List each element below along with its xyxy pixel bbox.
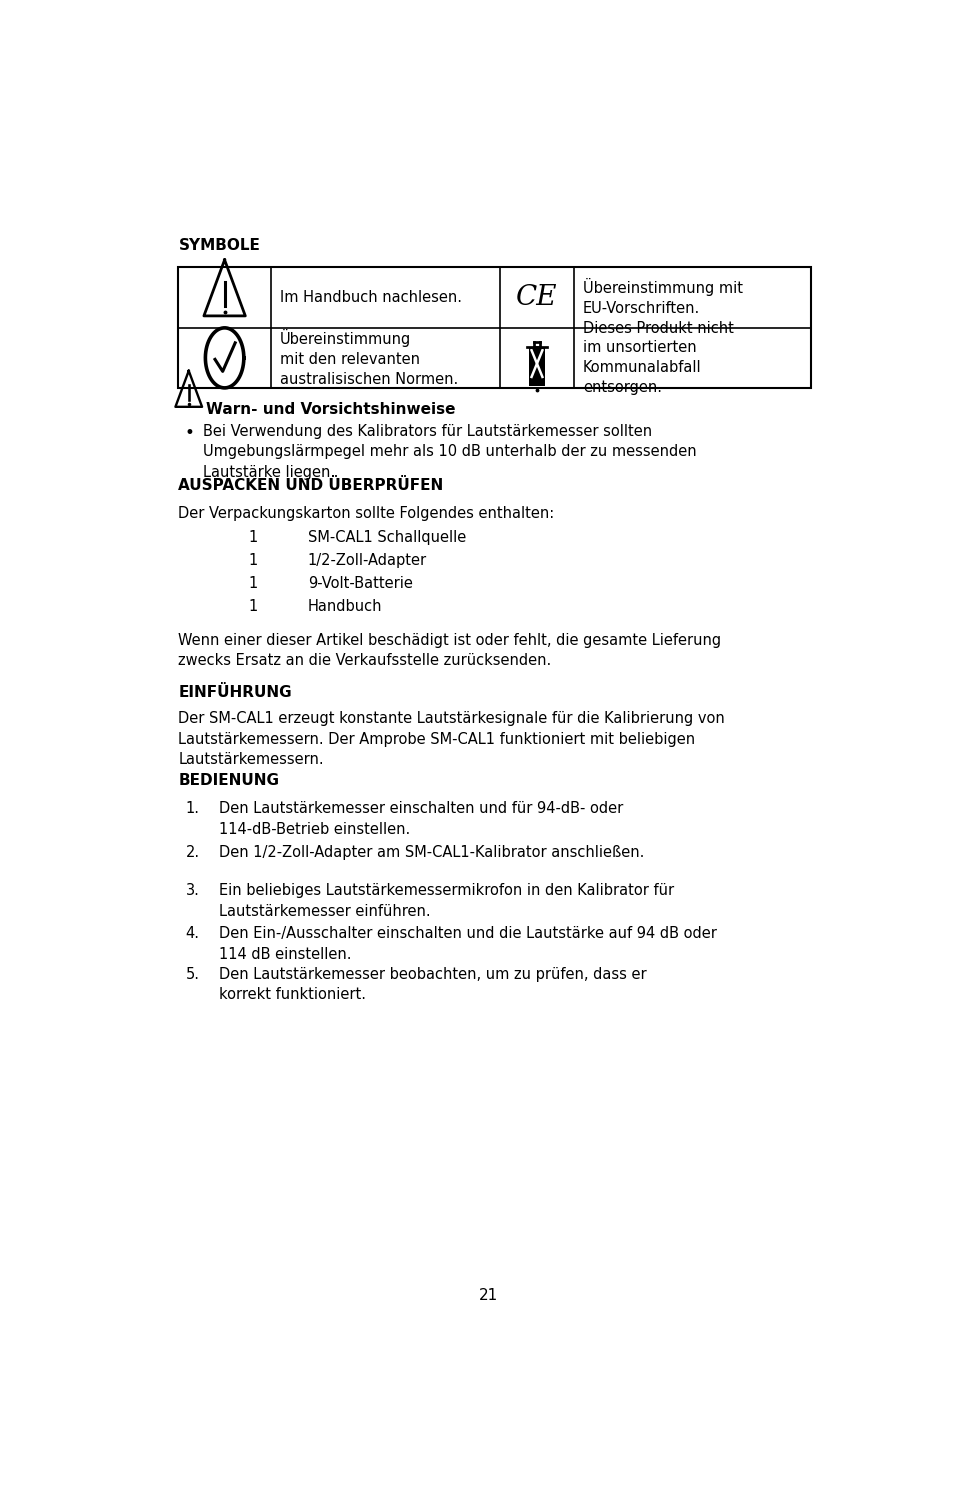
Text: 1: 1	[249, 600, 257, 615]
Text: EINFÜHRUNG: EINFÜHRUNG	[178, 684, 292, 699]
Text: 3.: 3.	[186, 884, 199, 898]
Text: Der Verpackungskarton sollte Folgendes enthalten:: Der Verpackungskarton sollte Folgendes e…	[178, 506, 554, 520]
Text: SYMBOLE: SYMBOLE	[178, 237, 260, 252]
Text: 1: 1	[249, 554, 257, 568]
Text: 1/2-Zoll-Adapter: 1/2-Zoll-Adapter	[308, 554, 426, 568]
Text: Den Lautstärkemesser einschalten und für 94-dB- oder
114-dB-Betrieb einstellen.: Den Lautstärkemesser einschalten und für…	[219, 801, 622, 837]
Text: Wenn einer dieser Artikel beschädigt ist oder fehlt, die gesamte Lieferung
zweck: Wenn einer dieser Artikel beschädigt ist…	[178, 633, 720, 668]
Text: •: •	[184, 423, 194, 441]
Text: 4.: 4.	[186, 926, 199, 940]
Text: SM-CAL1 Schallquelle: SM-CAL1 Schallquelle	[308, 530, 466, 544]
Text: CE: CE	[516, 284, 558, 310]
Text: 5.: 5.	[186, 966, 199, 981]
Text: Warn- und Vorsichtshinweise: Warn- und Vorsichtshinweise	[206, 402, 456, 417]
Text: 21: 21	[478, 1287, 498, 1302]
Text: Dieses Produkt nicht
im unsortierten
Kommunalabfall
entsorgen.: Dieses Produkt nicht im unsortierten Kom…	[582, 321, 733, 394]
Text: 1: 1	[249, 530, 257, 544]
Text: Den Ein-/Ausschalter einschalten und die Lautstärke auf 94 dB oder
114 dB einste: Den Ein-/Ausschalter einschalten und die…	[219, 926, 717, 962]
Text: Im Handbuch nachlesen.: Im Handbuch nachlesen.	[279, 290, 461, 304]
Text: Den 1/2-Zoll-Adapter am SM-CAL1-Kalibrator anschließen.: Den 1/2-Zoll-Adapter am SM-CAL1-Kalibrat…	[219, 846, 644, 861]
Text: Den Lautstärkemesser beobachten, um zu prüfen, dass er
korrekt funktioniert.: Den Lautstärkemesser beobachten, um zu p…	[219, 966, 646, 1002]
Text: 1.: 1.	[186, 801, 199, 816]
Text: 1: 1	[249, 576, 257, 591]
Text: Bei Verwendung des Kalibrators für Lautstärkemesser sollten
Umgebungslärmpegel m: Bei Verwendung des Kalibrators für Lauts…	[203, 423, 696, 480]
Text: Übereinstimmung mit
EU-Vorschriften.: Übereinstimmung mit EU-Vorschriften.	[582, 279, 742, 316]
Text: Ein beliebiges Lautstärkemessermikrofon in den Kalibrator für
Lautstärkemesser e: Ein beliebiges Lautstärkemessermikrofon …	[219, 884, 674, 920]
Text: Der SM-CAL1 erzeugt konstante Lautstärkesignale für die Kalibrierung von
Lautstä: Der SM-CAL1 erzeugt konstante Lautstärke…	[178, 711, 724, 766]
Text: Übereinstimmung
mit den relevanten
australisischen Normen.: Übereinstimmung mit den relevanten austr…	[279, 328, 457, 387]
FancyBboxPatch shape	[529, 348, 544, 387]
Text: 2.: 2.	[186, 846, 200, 861]
Text: AUSPACKEN UND ÜBERPRÜFEN: AUSPACKEN UND ÜBERPRÜFEN	[178, 478, 443, 494]
Text: 9-Volt-Batterie: 9-Volt-Batterie	[308, 576, 413, 591]
FancyBboxPatch shape	[178, 267, 810, 388]
Text: Handbuch: Handbuch	[308, 600, 382, 615]
Text: BEDIENUNG: BEDIENUNG	[178, 772, 279, 788]
